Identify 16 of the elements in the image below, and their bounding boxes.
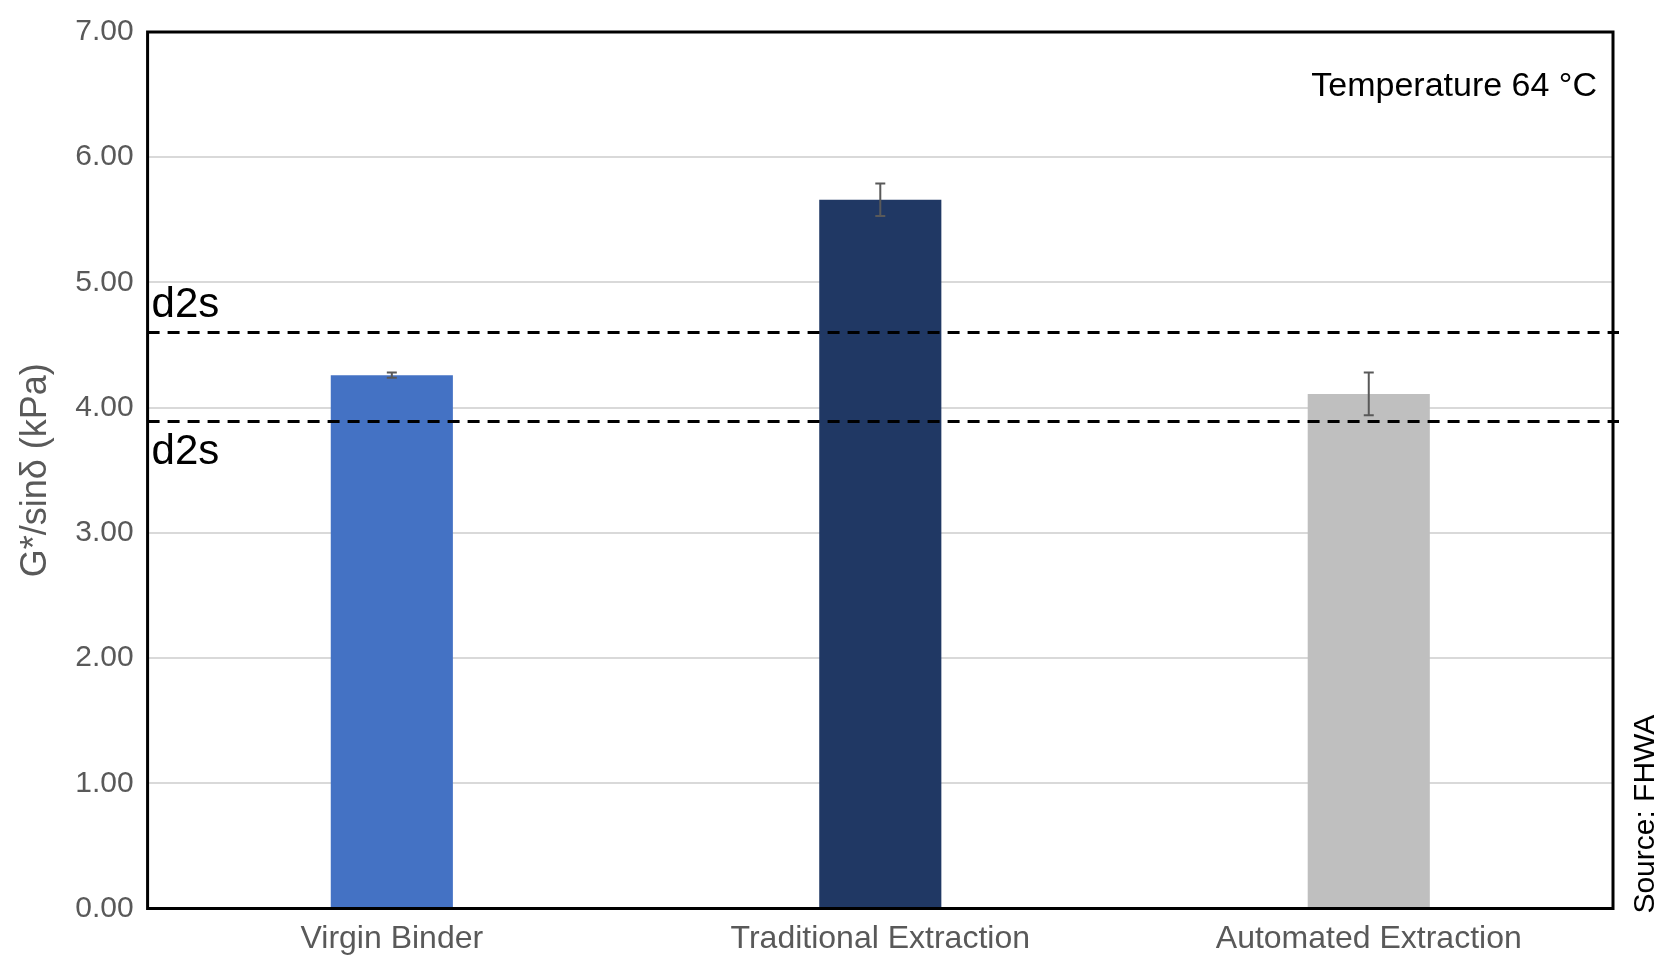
y-tick-label: 2.00 xyxy=(75,639,134,673)
y-tick-label: 3.00 xyxy=(75,514,134,548)
y-tick-label: 4.00 xyxy=(75,388,134,422)
y-tick-label: 7.00 xyxy=(75,13,134,47)
x-tick-label: Automated Extraction xyxy=(1215,918,1522,955)
y-axis-title: G*/sinδ (kPa) xyxy=(12,363,54,578)
y-tick-label: 1.00 xyxy=(75,764,134,798)
y-tick-label: 0.00 xyxy=(75,889,134,923)
annotation: Temperature 64 °C xyxy=(1311,65,1597,104)
source-note: Source: FHWA xyxy=(1627,714,1661,914)
ref-line-label: d2s xyxy=(151,279,220,327)
x-tick-label: Virgin Binder xyxy=(300,918,484,955)
y-tick-label: 6.00 xyxy=(75,138,134,172)
x-tick-label: Traditional Extraction xyxy=(730,918,1030,955)
y-tick-label: 5.00 xyxy=(75,263,134,297)
ref-line-label: d2s xyxy=(151,426,220,474)
